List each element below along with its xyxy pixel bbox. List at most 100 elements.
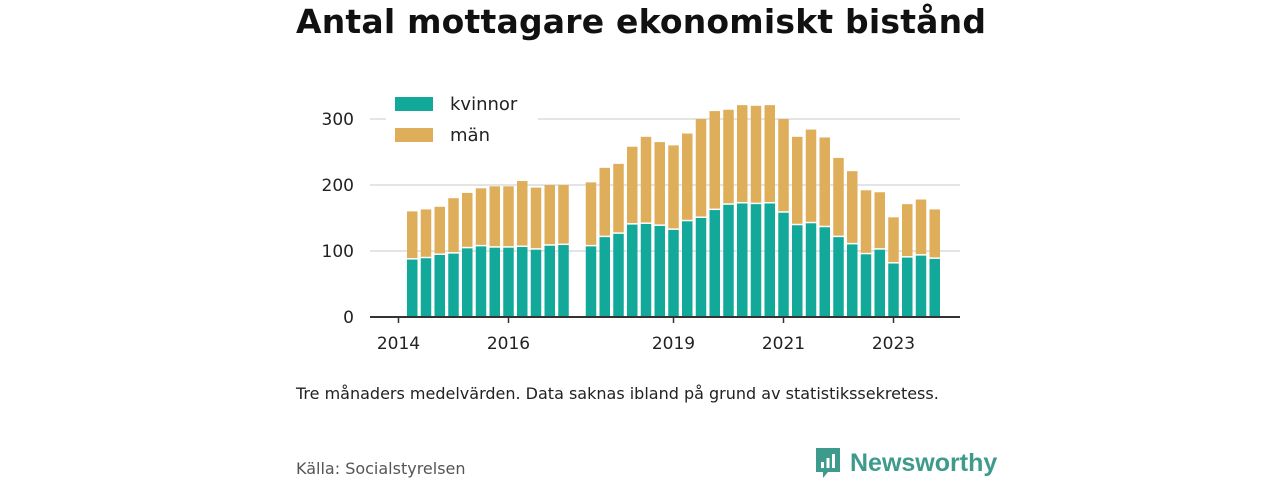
bar-kvinnor — [420, 258, 432, 317]
bar-man — [668, 145, 679, 229]
bar-kvinnor — [833, 237, 844, 317]
bar-man — [888, 217, 899, 263]
bar-man — [640, 136, 652, 223]
stacked-bar-chart: 2014 2016 2019 2021 2023 0 100 200 300 kvinnor … — [321, 88, 960, 354]
bar-kvinnor — [544, 245, 555, 317]
bar-kvinnor — [640, 223, 652, 317]
bar-man — [530, 187, 542, 249]
x-axis-ticks: 2014 2016 2019 2021 2023 — [377, 317, 915, 354]
brand-name: Newsworthy — [850, 448, 998, 477]
bar-kvinnor — [764, 203, 775, 317]
bar-kvinnor — [627, 224, 638, 317]
bar-kvinnor — [792, 225, 803, 317]
bar-man — [860, 190, 872, 253]
bar-man — [585, 182, 597, 245]
bar-man — [682, 133, 693, 220]
bar-man — [654, 142, 665, 225]
y-axis-ticks: 0 100 200 300 — [322, 110, 354, 328]
bar-man — [503, 186, 514, 247]
bar-kvinnor — [654, 225, 665, 317]
bar-man — [489, 186, 500, 247]
bar-man — [792, 136, 803, 224]
bar-man — [558, 185, 569, 244]
bar-kvinnor — [530, 249, 542, 317]
bar-man — [915, 199, 927, 255]
bar-man — [420, 209, 432, 257]
bar-kvinnor — [709, 210, 720, 317]
bar-man — [764, 105, 775, 202]
legend-swatch-kvinnor — [395, 97, 433, 111]
bar-kvinnor — [407, 259, 418, 317]
x-tick-label: 2023 — [872, 334, 915, 354]
newsworthy-logo-icon — [816, 448, 840, 478]
x-tick-label: 2021 — [762, 334, 805, 354]
bar-kvinnor — [860, 254, 872, 317]
x-tick-label: 2014 — [377, 334, 420, 354]
bar-kvinnor — [517, 247, 528, 317]
bar-man — [874, 192, 885, 249]
bar-kvinnor — [489, 247, 500, 317]
bar-man — [929, 209, 940, 258]
y-tick-label: 100 — [322, 242, 354, 262]
bar-man — [833, 157, 844, 236]
bar-kvinnor — [599, 237, 610, 317]
bar-kvinnor — [558, 245, 569, 317]
legend-label-kvinnor: kvinnor — [450, 94, 518, 115]
bar-kvinnor — [434, 254, 445, 317]
bar-man — [613, 163, 624, 233]
bar-man — [407, 211, 418, 259]
bar-kvinnor — [929, 258, 940, 317]
bar-kvinnor — [737, 203, 748, 317]
bar-kvinnor — [819, 227, 830, 317]
bar-kvinnor — [805, 223, 817, 317]
bar-kvinnor — [585, 246, 597, 317]
bar-kvinnor — [475, 246, 487, 317]
bar-kvinnor — [874, 249, 885, 317]
bar-man — [847, 171, 858, 243]
newsworthy-logo: Newsworthy — [814, 446, 997, 480]
bar-kvinnor — [668, 229, 679, 317]
bar-kvinnor — [723, 204, 734, 317]
bar-kvinnor — [503, 247, 514, 317]
bar-kvinnor — [695, 218, 707, 317]
bar-man — [709, 111, 720, 209]
bar-kvinnor — [888, 263, 899, 317]
bar-man — [723, 109, 734, 204]
bar-man — [778, 119, 789, 212]
bar-man — [448, 198, 459, 253]
bar-kvinnor — [847, 244, 858, 317]
legend: kvinnor män — [386, 88, 538, 150]
bar-man — [750, 105, 762, 203]
bar-kvinnor — [902, 257, 913, 317]
bar-man — [544, 185, 555, 245]
source-label: Källa: Socialstyrelsen — [296, 459, 466, 478]
y-tick-label: 0 — [343, 308, 354, 328]
bar-kvinnor — [462, 248, 473, 317]
bar-kvinnor — [448, 253, 459, 317]
bar-man — [462, 192, 473, 247]
bar-man — [902, 204, 913, 257]
bar-kvinnor — [778, 212, 789, 317]
bar-man — [599, 167, 610, 236]
bar-kvinnor — [915, 255, 927, 317]
legend-label-man: män — [450, 125, 490, 146]
y-tick-label: 200 — [322, 176, 354, 196]
y-tick-label: 300 — [322, 110, 354, 130]
bar-man — [737, 105, 748, 202]
bar-man — [805, 129, 817, 222]
bar-kvinnor — [613, 233, 624, 317]
chart-note: Tre månaders medelvärden. Data saknas ib… — [296, 384, 939, 403]
bar-man — [819, 137, 830, 226]
bar-man — [695, 119, 707, 217]
x-tick-label: 2019 — [652, 334, 695, 354]
bar-man — [627, 146, 638, 224]
bar-man — [434, 206, 445, 254]
bars — [407, 105, 940, 317]
bar-man — [517, 181, 528, 246]
legend-swatch-man — [395, 128, 433, 142]
bar-kvinnor — [682, 221, 693, 317]
x-tick-label: 2016 — [487, 334, 530, 354]
bar-man — [475, 188, 487, 245]
chart-title: Antal mottagare ekonomiskt bistånd — [296, 2, 987, 41]
bar-kvinnor — [750, 204, 762, 317]
